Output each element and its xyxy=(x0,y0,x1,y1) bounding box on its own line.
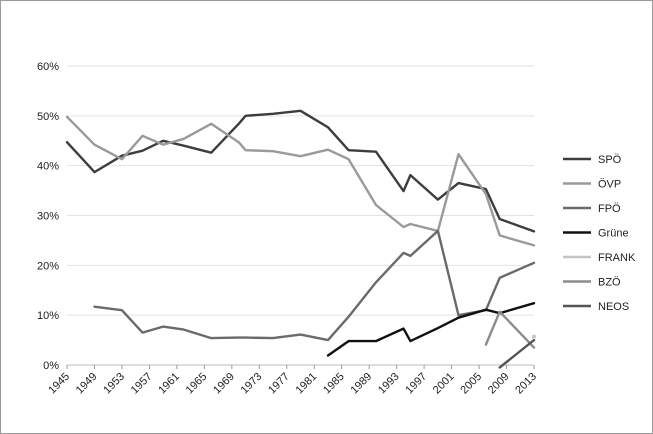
x-tick-label: 1961 xyxy=(156,371,182,397)
series-line-fp- xyxy=(93,229,536,342)
x-tick-label: 1989 xyxy=(348,371,374,397)
x-tick-label: 1973 xyxy=(239,371,265,397)
y-tick-label: 30% xyxy=(37,211,59,223)
x-tick-label: 1949 xyxy=(74,371,100,397)
gridlines xyxy=(67,65,534,366)
series-point-frank xyxy=(532,334,536,339)
series-line-neos xyxy=(498,338,536,369)
x-tick-label: 1981 xyxy=(294,371,320,397)
legend: SPÖ ÖVP FPÖ Grüne FRANK BZÖ NEOS xyxy=(563,154,636,313)
series-line--vp xyxy=(65,115,536,247)
x-tick-label: 1977 xyxy=(266,371,292,397)
x-tick-label: 2013 xyxy=(513,371,539,397)
plot-area xyxy=(65,109,536,369)
x-tick-label: 1945 xyxy=(46,371,72,397)
x-tick-label: 1993 xyxy=(376,371,402,397)
x-tick-label: 1969 xyxy=(211,371,237,397)
x-tick-label: 2009 xyxy=(486,371,512,397)
series-line-bz- xyxy=(484,310,536,349)
x-tick-label: 1953 xyxy=(101,371,127,397)
x-tick-label: 1957 xyxy=(129,371,155,397)
x-axis: 1945 1949 1953 1957 1961 1965 1969 1973 1977 1981… xyxy=(46,365,539,396)
legend-label-neos: NEOS xyxy=(598,301,629,313)
legend-label-frank: FRANK xyxy=(598,252,636,264)
y-tick-label: 0% xyxy=(43,360,59,372)
legend-label-fp-: FPÖ xyxy=(598,203,621,215)
legend-label-sp-: SPÖ xyxy=(598,154,622,166)
y-tick-label: 60% xyxy=(37,61,59,73)
x-tick-label: 2001 xyxy=(431,371,457,397)
legend-label--vp: ÖVP xyxy=(598,179,621,191)
series-line-sp- xyxy=(65,109,536,233)
y-axis: 0% 10% 20% 30% 40% 50% 60% xyxy=(37,61,59,372)
legend-label-bz-: BZÖ xyxy=(598,277,621,289)
y-tick-label: 10% xyxy=(37,310,59,322)
legend-label-gr-ne: Grüne xyxy=(598,228,629,240)
x-tick-label: 1985 xyxy=(321,371,347,397)
y-tick-label: 40% xyxy=(37,161,59,173)
y-tick-label: 50% xyxy=(37,111,59,123)
series-line-gr-ne xyxy=(326,302,536,357)
x-tick-label: 2005 xyxy=(458,371,484,397)
x-tick-label: 1965 xyxy=(184,371,210,397)
y-tick-label: 20% xyxy=(37,260,59,272)
x-tick-label: 1997 xyxy=(403,371,429,397)
